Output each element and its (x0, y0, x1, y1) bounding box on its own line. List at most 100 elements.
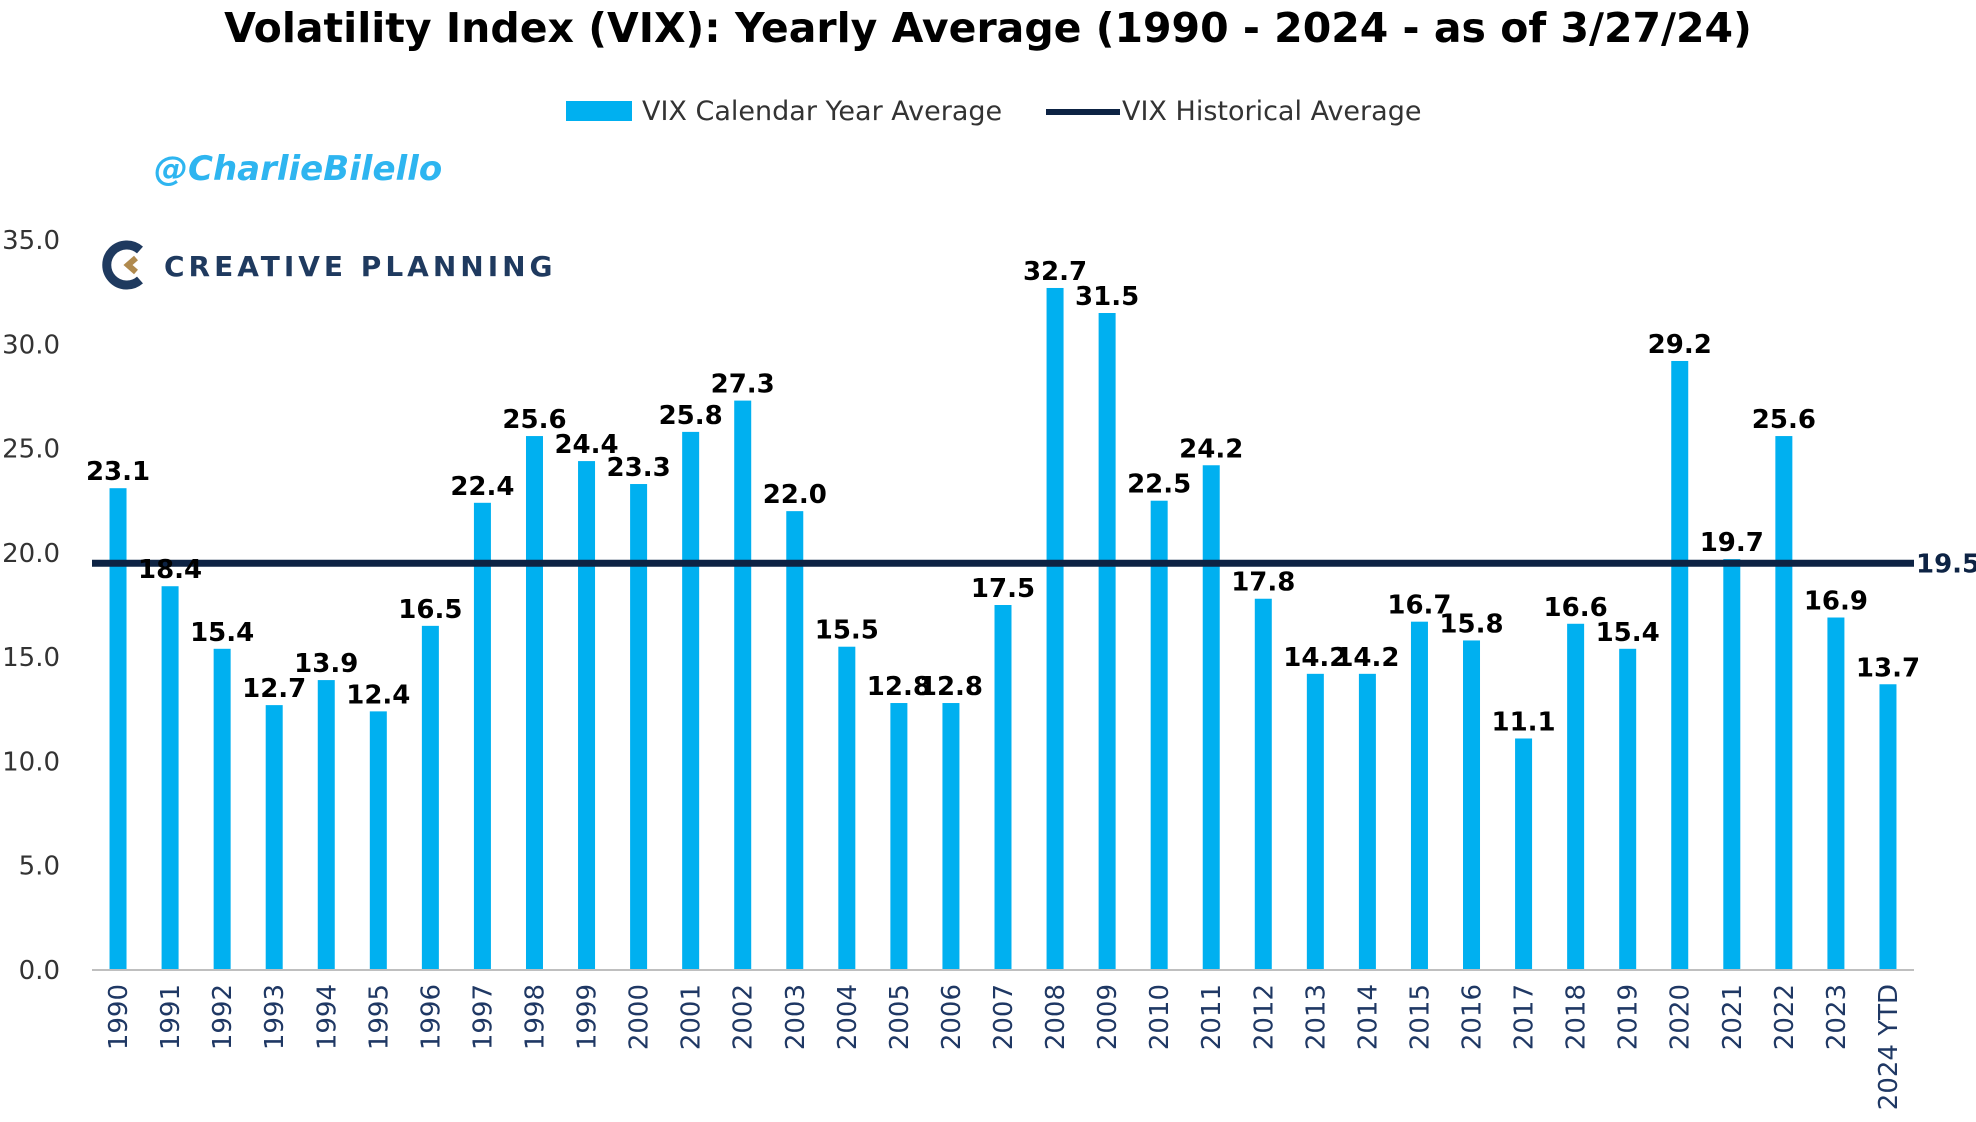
data-label: 12.8 (919, 672, 983, 702)
bar (1463, 640, 1481, 970)
bar (1306, 673, 1324, 970)
data-label: 15.8 (1439, 609, 1503, 639)
bar (734, 400, 752, 971)
bar (317, 680, 335, 970)
data-label: 14.2 (1283, 643, 1347, 673)
legend-label-line: VIX Historical Average (1122, 96, 1421, 127)
data-label: 16.6 (1544, 593, 1608, 623)
x-tick-label: 2008 (1041, 984, 1071, 1050)
data-label: 15.4 (1596, 618, 1660, 648)
y-tick-label: 15.0 (2, 643, 60, 673)
data-label: 12.7 (242, 674, 306, 704)
data-label: 17.8 (1231, 568, 1295, 598)
x-tick-label: 2004 (833, 984, 863, 1050)
x-tick-label: 2020 (1666, 984, 1696, 1050)
data-label: 18.4 (138, 555, 202, 585)
bar (1254, 598, 1272, 970)
plot-area: 19.5 23.1 18.4 15.4 12.713.912.4 16.5 22.4 25.6… (86, 257, 1976, 971)
y-tick-label: 25.0 (2, 435, 60, 465)
bar (1202, 465, 1220, 970)
bar (1098, 313, 1116, 970)
bar (786, 511, 804, 970)
data-label: 32.7 (1023, 257, 1087, 287)
x-tick-label: 2007 (989, 984, 1019, 1050)
y-tick-label: 30.0 (2, 330, 60, 360)
data-label: 31.5 (1075, 282, 1139, 312)
bar (421, 625, 439, 970)
y-tick-label: 20.0 (2, 539, 60, 569)
x-tick-label: 2017 (1510, 984, 1540, 1050)
x-tick-label: 1997 (468, 984, 498, 1050)
creative-planning-logo-icon (102, 240, 143, 290)
x-tick-label: 2011 (1197, 984, 1227, 1050)
x-tick-label: 1999 (573, 984, 603, 1050)
x-tick-label: 1990 (104, 984, 134, 1050)
author-handle: @CharlieBilello (154, 149, 442, 189)
bar (1879, 684, 1897, 970)
data-label: 16.7 (1387, 591, 1451, 621)
x-tick-label: 1992 (208, 984, 238, 1050)
data-label: 27.3 (711, 370, 775, 400)
average-line-label: 19.5 (1916, 549, 1976, 579)
bar (942, 703, 960, 970)
x-tick-label: 1991 (156, 984, 186, 1050)
x-tick-label: 2005 (885, 984, 915, 1050)
x-tick-label: 2023 (1822, 984, 1852, 1050)
legend: VIX Calendar Year Average VIX Historical… (566, 96, 1421, 127)
x-tick-label: 2000 (625, 984, 655, 1050)
bar (890, 703, 908, 970)
bar (473, 502, 491, 970)
bar (1410, 621, 1428, 970)
bar (1827, 617, 1845, 970)
x-tick-label: 2013 (1301, 984, 1331, 1050)
bar (1150, 500, 1168, 970)
chart-title: Volatility Index (VIX): Yearly Average (… (224, 4, 1752, 52)
data-label: 19.7 (1700, 528, 1764, 558)
x-tick-label: 1994 (312, 984, 342, 1050)
data-label: 12.8 (867, 672, 931, 702)
x-tick-label: 2009 (1093, 984, 1123, 1050)
data-label: 15.4 (190, 618, 254, 648)
x-tick-label: 1995 (364, 984, 394, 1050)
data-label: 13.9 (294, 649, 358, 679)
data-label: 23.3 (607, 453, 671, 483)
bar (630, 484, 648, 970)
bar (1723, 559, 1741, 970)
data-label: 25.8 (659, 401, 723, 431)
data-label: 22.4 (450, 472, 514, 502)
bar (161, 586, 179, 970)
data-label: 13.7 (1856, 653, 1920, 683)
data-label: 23.1 (86, 457, 150, 487)
x-tick-label: 2016 (1458, 984, 1488, 1050)
data-label: 22.0 (763, 480, 827, 510)
bar (369, 711, 387, 970)
x-tick-label: 2012 (1249, 984, 1279, 1050)
data-label: 11.1 (1491, 707, 1555, 737)
x-tick-label: 2006 (937, 984, 967, 1050)
legend-label-bar: VIX Calendar Year Average (642, 96, 1002, 127)
bar (682, 431, 700, 970)
x-axis: 1990 1991 1992 1993 1994 1995 1996 1997 1998 1999… (92, 969, 1914, 1110)
y-tick-label: 35.0 (2, 226, 60, 256)
y-tick-label: 10.0 (2, 747, 60, 777)
bar (838, 646, 856, 970)
data-label: 16.9 (1804, 587, 1868, 617)
data-label: 17.5 (971, 574, 1035, 604)
data-label: 29.2 (1648, 330, 1712, 360)
data-label: 25.6 (502, 405, 566, 435)
bar (1358, 673, 1376, 970)
bar (1046, 287, 1064, 970)
x-tick-label: 2018 (1562, 984, 1592, 1050)
x-tick-label: 2015 (1405, 984, 1435, 1050)
x-tick-label: 1996 (416, 984, 446, 1050)
bar (578, 461, 596, 970)
data-label: 15.5 (815, 616, 879, 646)
x-tick-label: 2019 (1614, 984, 1644, 1050)
data-label: 16.5 (398, 595, 462, 625)
data-label: 22.5 (1127, 470, 1191, 500)
bar (1619, 648, 1637, 970)
data-label: 24.4 (554, 430, 618, 460)
y-tick-label: 5.0 (19, 852, 60, 882)
x-tick-label: 1993 (260, 984, 290, 1050)
